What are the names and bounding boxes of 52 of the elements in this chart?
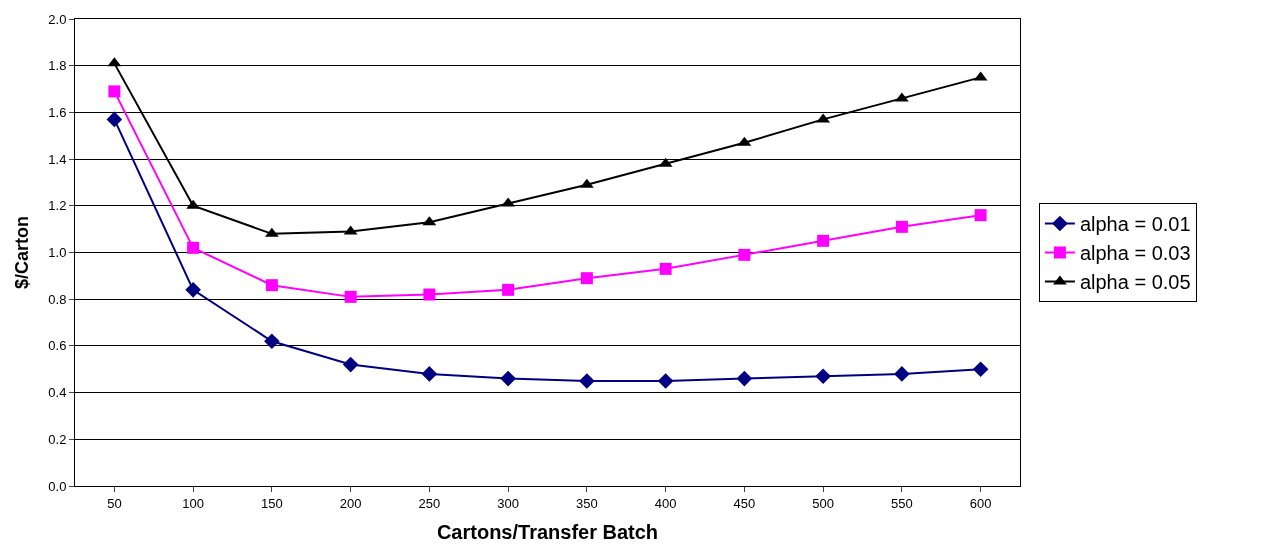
point	[894, 366, 910, 382]
y-tick-label: 1.6	[48, 104, 67, 120]
y-tick-label: 0.2	[48, 431, 67, 447]
x-tick-label: 400	[654, 495, 677, 511]
x-tick-label: 350	[576, 495, 598, 511]
point	[972, 361, 989, 378]
x-tick-label: 300	[497, 495, 519, 511]
y-axis-title: $/Carton	[11, 215, 32, 290]
point	[815, 368, 831, 385]
y-tick-label: 0.0	[48, 478, 67, 494]
x-tick-label: 50	[107, 495, 122, 511]
y-tick-label: 1.2	[48, 198, 67, 214]
point	[580, 272, 593, 285]
point	[736, 370, 753, 387]
y-tick-label: 0.6	[48, 338, 67, 354]
x-tick-label: 150	[261, 495, 283, 511]
point	[500, 370, 516, 387]
y-tick-label: 0.8	[48, 291, 67, 307]
point	[185, 282, 201, 298]
y-tick-label: 0.4	[48, 385, 67, 401]
x-tick-label: 600	[969, 495, 992, 511]
point	[579, 373, 595, 389]
point	[657, 373, 674, 389]
y-tick-label: 1.4	[48, 151, 67, 167]
x-tick-label: 100	[182, 495, 204, 511]
legend-label: alpha = 0.01	[1079, 213, 1191, 236]
point	[421, 366, 438, 382]
x-tick-label: 450	[733, 495, 756, 511]
point	[817, 234, 830, 247]
x-tick-label: 550	[891, 495, 913, 511]
legend-label: alpha = 0.03	[1079, 242, 1191, 265]
point	[974, 209, 987, 222]
point	[108, 85, 121, 98]
point	[342, 356, 359, 373]
point	[659, 262, 672, 275]
point	[738, 248, 751, 261]
x-tick-label: 250	[418, 495, 441, 511]
point	[106, 111, 123, 128]
point	[502, 283, 515, 296]
y-tick-label: 1.0	[48, 245, 67, 261]
y-tick-label: 1.8	[48, 58, 67, 74]
point	[344, 290, 357, 303]
legend-label: alpha = 0.05	[1079, 271, 1191, 294]
x-axis-title: Cartons/Transfer Batch	[436, 521, 659, 544]
x-tick-label: 200	[339, 495, 362, 511]
point	[264, 333, 280, 350]
point	[187, 241, 200, 254]
y-tick-label: 2.0	[48, 11, 67, 27]
x-tick-label: 500	[812, 495, 834, 511]
point	[895, 220, 908, 233]
point	[265, 279, 278, 292]
point	[423, 288, 436, 301]
